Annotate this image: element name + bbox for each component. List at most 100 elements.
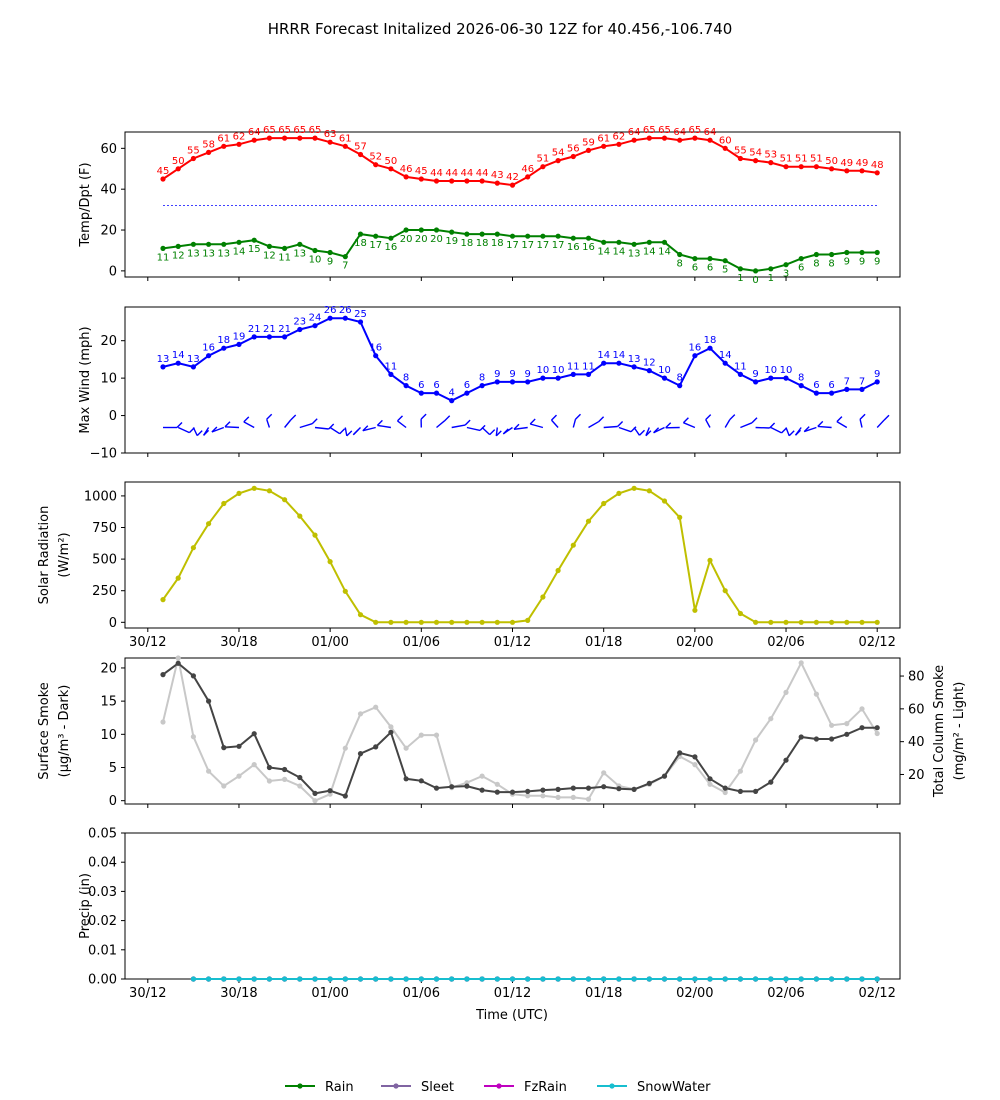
- temperature-data-label: 60: [719, 135, 732, 146]
- wind-barb-flag: [682, 417, 689, 424]
- dewpoint-data-label: 7: [342, 261, 348, 272]
- surface-smoke-point: [251, 731, 257, 737]
- precip-snowwater-point: [373, 976, 379, 982]
- max-wind-data-label: 23: [293, 317, 306, 328]
- dewpoint-point: [829, 251, 835, 258]
- solar-radiation-point: [312, 532, 318, 538]
- wind-barb-flag: [788, 430, 795, 437]
- column-smoke-point: [601, 770, 607, 776]
- temperature-point: [433, 178, 440, 184]
- solar-radiation-point: [357, 612, 364, 618]
- surface-smoke-point: [357, 751, 364, 757]
- y-axis-label: Max Wind (mph): [78, 326, 93, 433]
- dewpoint-data-label: 16: [385, 242, 398, 253]
- panel-1: 0 20 40 60 Temp/Dpt (F): [78, 131, 901, 281]
- temperature-point: [327, 139, 333, 145]
- dewpoint-data-label: 17: [506, 240, 519, 251]
- max-wind-data-label: 19: [233, 331, 246, 342]
- max-wind-point: [540, 375, 546, 381]
- temperature-data-label: 61: [217, 133, 230, 144]
- wind-barb: [836, 420, 848, 429]
- max-wind-data-label: 6: [433, 380, 439, 391]
- y-axis-label: Temp/Dpt (F): [78, 162, 93, 247]
- surface-smoke-point: [494, 789, 500, 795]
- solar-radiation-point: [631, 485, 637, 491]
- dewpoint-point: [403, 227, 409, 233]
- column-smoke-point: [403, 745, 409, 751]
- dewpoint-data-label: 16: [567, 242, 580, 253]
- x-tick-label: 02/12: [858, 635, 895, 650]
- column-smoke-point: [768, 716, 774, 722]
- dewpoint-data-label: 13: [202, 248, 215, 259]
- max-wind-data-label: 21: [248, 324, 261, 335]
- surface-smoke-point: [692, 754, 698, 760]
- wind-barb-flag: [630, 426, 637, 433]
- precip-snowwater-point: [570, 976, 576, 982]
- solar-radiation-point: [236, 490, 242, 496]
- column-smoke-point: [190, 734, 196, 740]
- dewpoint-point: [190, 241, 196, 247]
- wind-barb: [466, 426, 481, 432]
- precip-snowwater-point: [342, 976, 348, 982]
- precip-snowwater-point: [449, 976, 455, 982]
- precip-snowwater-point: [585, 976, 592, 982]
- precip-snowwater-point: [616, 976, 622, 982]
- wind-barb-flag: [575, 413, 581, 420]
- wind-barb-flag: [817, 420, 824, 427]
- temperature-point: [859, 168, 865, 174]
- legend-marker: [393, 1083, 399, 1089]
- surface-smoke-point: [373, 744, 379, 750]
- y-tick-label: 60: [100, 142, 117, 157]
- max-wind-data-label: 6: [828, 380, 834, 391]
- dewpoint-data-label: 9: [874, 257, 880, 268]
- plot-frame: [124, 832, 901, 980]
- wind-barb: [266, 419, 271, 428]
- dewpoint-point: [373, 233, 379, 239]
- temperature-data-label: 49: [840, 158, 853, 169]
- max-wind-data-label: 8: [798, 373, 804, 384]
- temperature-data-label: 51: [810, 154, 823, 165]
- temperature-data-label: 65: [689, 125, 702, 136]
- dewpoint-data-label: 13: [293, 248, 306, 259]
- precip-legend: Rain Sleet FzRain SnowWater: [285, 1080, 711, 1095]
- surface-smoke-point: [509, 789, 516, 795]
- temperature-data-label: 51: [537, 154, 550, 165]
- surface-smoke-point: [297, 774, 303, 781]
- max-wind-data-label: 14: [613, 350, 626, 361]
- temperature-point: [449, 178, 455, 184]
- dewpoint-point: [570, 235, 576, 241]
- wind-barb-flag: [346, 430, 353, 437]
- surface-smoke-point: [646, 780, 652, 787]
- temperature-point: [479, 178, 485, 184]
- max-wind-point: [160, 364, 166, 370]
- solar-radiation-line: [162, 487, 878, 624]
- wind-barb: [603, 425, 618, 429]
- max-wind-point: [844, 386, 850, 392]
- dewpoint-data-label: 16: [582, 242, 595, 253]
- surface-smoke-point: [601, 784, 607, 790]
- max-wind-point: [601, 360, 607, 366]
- legend-label: SnowWater: [637, 1080, 711, 1095]
- solar-radiation-point: [707, 557, 713, 564]
- wind-barb-flag: [836, 416, 843, 423]
- precip-snowwater-point: [388, 976, 394, 982]
- wind-barb: [740, 422, 753, 429]
- x-tick-label: 02/00: [676, 635, 713, 650]
- x-tick-label: 02/12: [858, 986, 895, 1001]
- temperature-point: [266, 135, 272, 141]
- max-wind-data-label: 8: [403, 373, 409, 384]
- precip-snowwater-point: [874, 976, 880, 982]
- max-wind-point: [859, 386, 865, 392]
- max-wind-point: [585, 371, 592, 377]
- dewpoint-point: [327, 249, 333, 256]
- solar-radiation-point: [251, 485, 257, 491]
- temperature-data-label: 65: [293, 125, 306, 136]
- x-tick-label: 01/12: [494, 635, 531, 650]
- y-tick-label: 20: [100, 661, 117, 676]
- max-wind-data-label: 6: [464, 380, 470, 391]
- max-wind-point: [677, 383, 683, 389]
- solar-radiation-point: [190, 545, 196, 551]
- precip-snowwater-point: [859, 976, 865, 982]
- dewpoint-point: [859, 249, 865, 256]
- precip-snowwater-point: [540, 976, 546, 982]
